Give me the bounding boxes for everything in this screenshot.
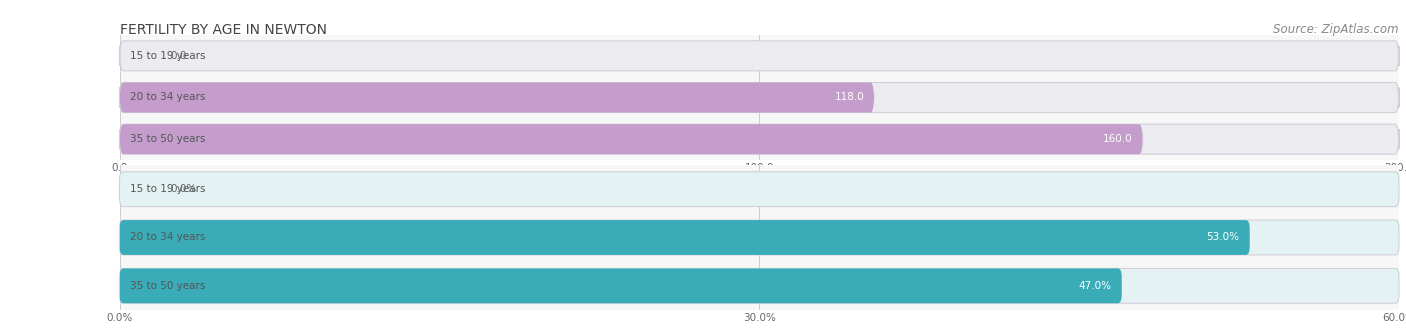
Text: 53.0%: 53.0% — [1206, 233, 1240, 243]
FancyBboxPatch shape — [120, 268, 1399, 303]
Text: Source: ZipAtlas.com: Source: ZipAtlas.com — [1274, 23, 1399, 36]
FancyBboxPatch shape — [120, 82, 1399, 113]
Text: 15 to 19 years: 15 to 19 years — [129, 51, 205, 61]
Text: 20 to 34 years: 20 to 34 years — [129, 92, 205, 103]
Text: 160.0: 160.0 — [1104, 134, 1133, 144]
FancyBboxPatch shape — [120, 172, 1399, 207]
Text: 15 to 19 years: 15 to 19 years — [129, 184, 205, 194]
Text: 35 to 50 years: 35 to 50 years — [129, 134, 205, 144]
Text: 0.0%: 0.0% — [170, 184, 197, 194]
FancyBboxPatch shape — [120, 220, 1250, 255]
Text: 0.0: 0.0 — [170, 51, 187, 61]
Text: 47.0%: 47.0% — [1078, 281, 1112, 291]
FancyBboxPatch shape — [120, 124, 1399, 154]
Text: 118.0: 118.0 — [834, 92, 865, 103]
FancyBboxPatch shape — [120, 41, 1399, 71]
FancyBboxPatch shape — [120, 124, 1143, 154]
Text: 20 to 34 years: 20 to 34 years — [129, 233, 205, 243]
FancyBboxPatch shape — [120, 268, 1122, 303]
FancyBboxPatch shape — [120, 82, 875, 113]
FancyBboxPatch shape — [120, 220, 1399, 255]
Text: 35 to 50 years: 35 to 50 years — [129, 281, 205, 291]
Text: FERTILITY BY AGE IN NEWTON: FERTILITY BY AGE IN NEWTON — [120, 23, 326, 37]
